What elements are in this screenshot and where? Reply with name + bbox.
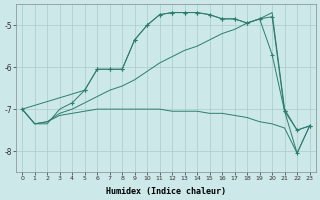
X-axis label: Humidex (Indice chaleur): Humidex (Indice chaleur) — [106, 187, 226, 196]
